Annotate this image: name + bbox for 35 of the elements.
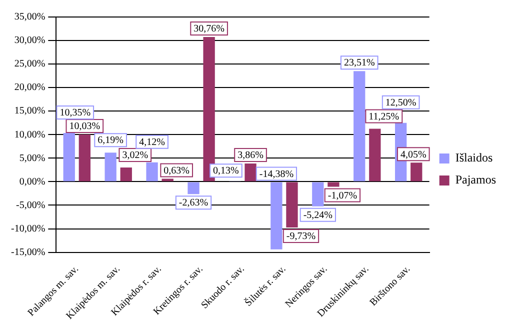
data-label: 0,13% [213, 166, 239, 177]
data-label: 10,35% [60, 108, 91, 119]
data-label: 11,25% [368, 111, 400, 122]
y-tick-label: 5,00% [19, 152, 46, 164]
data-label: 6,19% [98, 135, 124, 146]
bar [104, 152, 116, 182]
y-tick-label: 10,00% [14, 129, 46, 140]
data-label: -1,07% [328, 190, 358, 202]
y-tick-label: 35,00% [14, 12, 46, 23]
y-tick-label: -10,00% [10, 223, 46, 234]
y-tick-label: 25,00% [14, 58, 46, 70]
data-label: 23,51% [344, 58, 375, 69]
data-label: 4,05% [400, 149, 426, 160]
y-tick-label: 0,00% [19, 176, 46, 188]
legend-label: Pajamos [455, 172, 496, 187]
data-label: 4,12% [139, 136, 165, 148]
data-label: 0,63% [164, 165, 190, 176]
y-tick-label: -15,00% [10, 246, 46, 258]
bar [146, 162, 158, 182]
data-label: -9,73% [286, 231, 316, 242]
data-label: 3,02% [122, 150, 148, 162]
data-label: 10,03% [69, 121, 100, 132]
data-label: 12,50% [385, 98, 416, 109]
y-tick-label: -5,00% [16, 200, 46, 211]
y-tick-label: 20,00% [14, 82, 46, 94]
bar [369, 128, 381, 182]
data-label: -2,63% [178, 198, 208, 209]
legend-label: Išlaidos [455, 150, 493, 165]
data-label: 3,86% [238, 150, 264, 162]
bar [120, 168, 132, 182]
data-label: -5,24% [303, 210, 332, 221]
data-label: -14,38% [259, 168, 294, 180]
y-tick-label: 15,00% [14, 106, 46, 117]
y-tick-label: 30,00% [14, 35, 46, 46]
data-label: 30,76% [194, 24, 224, 35]
